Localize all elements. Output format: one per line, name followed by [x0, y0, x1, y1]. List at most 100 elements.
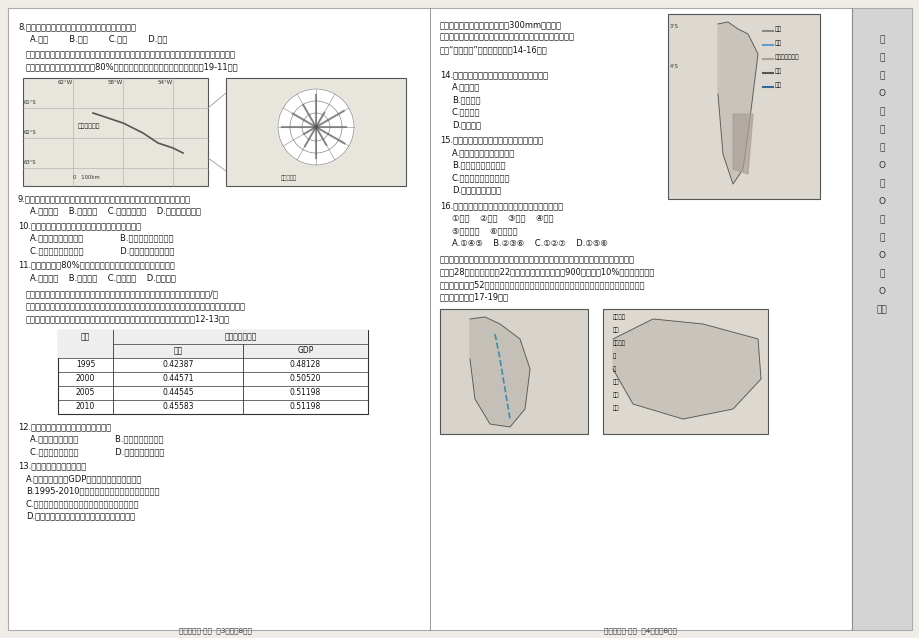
Text: C.副热带高压的常年控制: C.副热带高压的常年控制: [451, 173, 510, 182]
Text: 风向频率图: 风向频率图: [280, 175, 297, 181]
Text: 巴塔哥尼亚高原，年均降水量在300mm以内，由: 巴塔哥尼亚高原，年均降水量在300mm以内，由: [439, 20, 562, 29]
Text: 3°S: 3°S: [669, 24, 678, 29]
Text: B.1995-2010年该城市群首位城市集聚度逐年提升: B.1995-2010年该城市群首位城市集聚度逐年提升: [26, 487, 159, 496]
Circle shape: [301, 113, 330, 141]
Text: A.热带荔漠: A.热带荔漠: [451, 82, 480, 91]
Text: O: O: [878, 89, 885, 98]
Text: O: O: [878, 161, 885, 170]
Text: 人口: 人口: [173, 346, 183, 355]
Text: 0.50520: 0.50520: [289, 374, 321, 383]
Text: 建: 建: [879, 107, 884, 116]
Polygon shape: [612, 319, 760, 419]
Text: 2010: 2010: [75, 402, 95, 411]
Text: D.中心城市经济的集聚能够有效带动人口的集聚: D.中心城市经济的集聚能够有效带动人口的集聚: [26, 512, 135, 521]
Text: 11.南设得兰群岛80%以上面积在夏季仍被冰雪覆盖的原因可能是: 11.南设得兰群岛80%以上面积在夏季仍被冰雪覆盖的原因可能是: [18, 260, 175, 269]
Text: 的冰川近年来正在消退，但群岛80%以上面积在夏季仍被冰雪覆盖。据此完戙19-11题。: 的冰川近年来正在消退，但群岛80%以上面积在夏季仍被冰雪覆盖。据此完戙19-11…: [26, 63, 238, 71]
Text: 繁荣。据此完戙17-19题。: 繁荣。据此完戙17-19题。: [439, 292, 508, 302]
Text: 高三大联考·地理  第4页（共8页）: 高三大联考·地理 第4页（共8页）: [603, 627, 675, 634]
Text: 维: 维: [879, 215, 884, 224]
Text: 山脉: 山脉: [774, 26, 781, 32]
Text: 城市: 城市: [612, 405, 618, 411]
Text: 0.48128: 0.48128: [289, 360, 321, 369]
Text: 14.从纬度分布来看，巴塔哥尼亚高原沙漠属于: 14.从纬度分布来看，巴塔哥尼亚高原沙漠属于: [439, 70, 548, 79]
Text: 首位城市集聚度: 首位城市集聚度: [224, 332, 256, 341]
Text: 论题: 论题: [876, 305, 887, 314]
Bar: [58, 330, 368, 414]
Text: 工程高28个大小和水库，22个抽水电站，输水线路长900千米，约10%用于内洲水运输: 工程高28个大小和水库，22个抽水电站，输水线路长900千米，约10%用于内洲水…: [439, 267, 654, 276]
Bar: [851, 8, 911, 630]
Text: 路: 路: [879, 125, 884, 134]
Text: A.科考工作产生的破坏              B.全球气候变暖的影响: A.科考工作产生的破坏 B.全球气候变暖的影响: [30, 234, 174, 242]
Text: 2005: 2005: [75, 388, 95, 397]
Text: 边城市群的影响。下表为部分我国城市群首位城市集聚度数据统计。据此完戙12-13题。: 边城市群的影响。下表为部分我国城市群首位城市集聚度数据统计。据此完戙12-13题…: [26, 315, 230, 323]
Text: O: O: [878, 197, 885, 206]
Polygon shape: [717, 22, 757, 184]
Text: 12.首位城市集聚度高，表明该城市群是: 12.首位城市集聚度高，表明该城市群是: [18, 422, 111, 431]
Text: 处: 处: [879, 71, 884, 80]
Bar: [23, 78, 208, 186]
Text: 0.42387: 0.42387: [162, 360, 194, 369]
Text: 0.44545: 0.44545: [162, 388, 194, 397]
Text: C.寒带荔漠: C.寒带荔漠: [451, 107, 480, 117]
Text: A.首位城市人口和GDP集聚度总体保持上升趋势: A.首位城市人口和GDP集聚度总体保持上升趋势: [26, 474, 142, 483]
Text: B.温带荔漠: B.温带荔漠: [451, 95, 480, 104]
Text: A.单中心的空间结构              B.多中心的空间结构: A.单中心的空间结构 B.多中心的空间结构: [30, 434, 164, 443]
Text: 调水线路: 调水线路: [612, 314, 625, 320]
Text: ⑤大气环流    ⑥人类活动: ⑤大气环流 ⑥人类活动: [451, 226, 517, 235]
Text: B.水资源的不合理利用: B.水资源的不合理利用: [451, 161, 505, 170]
Text: 2000: 2000: [75, 374, 95, 383]
Text: C.近年来我国经济的集聚开始放缓并有下行的趋势: C.近年来我国经济的集聚开始放缓并有下行的趋势: [26, 499, 140, 508]
Bar: [439, 309, 587, 434]
Text: 0   100km: 0 100km: [73, 175, 99, 180]
Text: 0.51198: 0.51198: [289, 388, 321, 397]
Text: 个城市群的人口或经济总量。首位城市集聚度反映该城市群内部组织结构的特征，体现中心城市对周: 个城市群的人口或经济总量。首位城市集聚度反映该城市群内部组织结构的特征，体现中心…: [26, 302, 245, 311]
Text: 参考地形: 参考地形: [612, 340, 625, 346]
Text: C.无中心的空间结构              D.分散化的空间结构: C.无中心的空间结构 D.分散化的空间结构: [30, 447, 165, 456]
Text: 题: 题: [879, 53, 884, 62]
Text: 国界: 国界: [774, 68, 781, 73]
Text: D.高寒荔漠: D.高寒荔漠: [451, 120, 481, 129]
Text: 美国加利福尼亚南北调水工程，从兔加利多多水的山地集水，调水向南至加州。参个调水: 美国加利福尼亚南北调水工程，从兔加利多多水的山地集水，调水向南至加州。参个调水: [439, 255, 634, 264]
Text: 54°W: 54°W: [158, 80, 173, 85]
Polygon shape: [732, 114, 752, 174]
Text: 高三大联考·地理  第3页（共8页）: 高三大联考·地理 第3页（共8页）: [178, 627, 251, 634]
Text: 62°W: 62°W: [58, 80, 74, 85]
Text: 河流: 河流: [774, 40, 781, 45]
Text: 山: 山: [879, 179, 884, 188]
Text: O: O: [878, 287, 885, 296]
Text: 题: 题: [879, 143, 884, 152]
Text: 答: 答: [879, 35, 884, 44]
Text: C.群岛降水量急剧减少              D.厄尔尼诺现象的发生: C.群岛降水量急剧减少 D.厄尔尼诺现象的发生: [30, 246, 175, 255]
Text: 58°W: 58°W: [108, 80, 123, 85]
Polygon shape: [470, 317, 529, 427]
Text: O: O: [878, 251, 885, 260]
Bar: [58, 330, 368, 358]
Text: 河流: 河流: [612, 327, 618, 332]
Text: 巴塔哥尼亚高原: 巴塔哥尼亚高原: [774, 54, 799, 59]
Circle shape: [289, 101, 342, 153]
Text: 0.51198: 0.51198: [289, 402, 321, 411]
Text: D.长期过度篦木开荒: D.长期过度篦木开荒: [451, 186, 501, 195]
Text: 答: 答: [879, 269, 884, 278]
Text: 9.与纬度相当的北大西洋法罗群岛相比，南设得兰群岛气候更为寒冷的原因为: 9.与纬度相当的北大西洋法罗群岛相比，南设得兰群岛气候更为寒冷的原因为: [18, 194, 190, 203]
Text: 8.影响上述两种蘄菜栽培技术地域差异的主要因素是: 8.影响上述两种蘄菜栽培技术地域差异的主要因素是: [18, 22, 136, 31]
Bar: [602, 309, 767, 434]
Text: 4°S: 4°S: [669, 64, 678, 69]
Text: 13.据表数据分析，可反映出: 13.据表数据分析，可反映出: [18, 461, 86, 470]
Text: 10.南设得兰群岛的冰川近年来不断消退，主要是因为: 10.南设得兰群岛的冰川近年来不断消退，主要是因为: [18, 221, 141, 230]
Text: 洋流: 洋流: [774, 82, 781, 87]
Text: 广阔的草原和沙漠组成，沙漠直抚东海岸，其自然环境独特，: 广阔的草原和沙漠组成，沙漠直抚东海岸，其自然环境独特，: [439, 33, 574, 41]
Text: 16.导致巴塔哥尼亚高原沙漠直抚东海岸的因素主要是: 16.导致巴塔哥尼亚高原沙漠直抚东海岸的因素主要是: [439, 201, 562, 210]
Text: 渠调，年调水量52亿立方米。引水后加州原来干缺的地区种植了葡萄等经济作物，农业经济: 渠调，年调水量52亿立方米。引水后加州原来干缺的地区种植了葡萄等经济作物，农业经…: [439, 280, 645, 289]
Text: 年份: 年份: [81, 332, 90, 341]
Text: 62°S: 62°S: [24, 130, 37, 135]
Bar: [226, 78, 405, 186]
Text: 南设得兰群岛: 南设得兰群岛: [78, 123, 100, 129]
Text: A.①④⑤    B.②③⑥    C.①②⑦    D.①⑤⑥: A.①④⑤ B.②③⑥ C.①②⑦ D.①⑤⑥: [451, 239, 607, 248]
Text: 南设得兰群岛，全年多云、潮湿、雨风强烈。全年大部分时间群岛附近海呢被海冰覆盖，群岛上: 南设得兰群岛，全年多云、潮湿、雨风强烈。全年大部分时间群岛附近海呢被海冰覆盖，群…: [26, 50, 236, 59]
Text: ①地形    ②植被    ③土壤    ④洋流: ①地形 ②植被 ③土壤 ④洋流: [451, 214, 553, 223]
Text: 座: 座: [612, 366, 616, 371]
Text: GDP: GDP: [297, 346, 313, 355]
Text: A.冬温较低    B.西风園窥    C.夏温较低    D.冬雪量小: A.冬温较低 B.西风園窥 C.夏温较低 D.冬雪量小: [30, 273, 176, 282]
Text: 山: 山: [612, 353, 616, 359]
